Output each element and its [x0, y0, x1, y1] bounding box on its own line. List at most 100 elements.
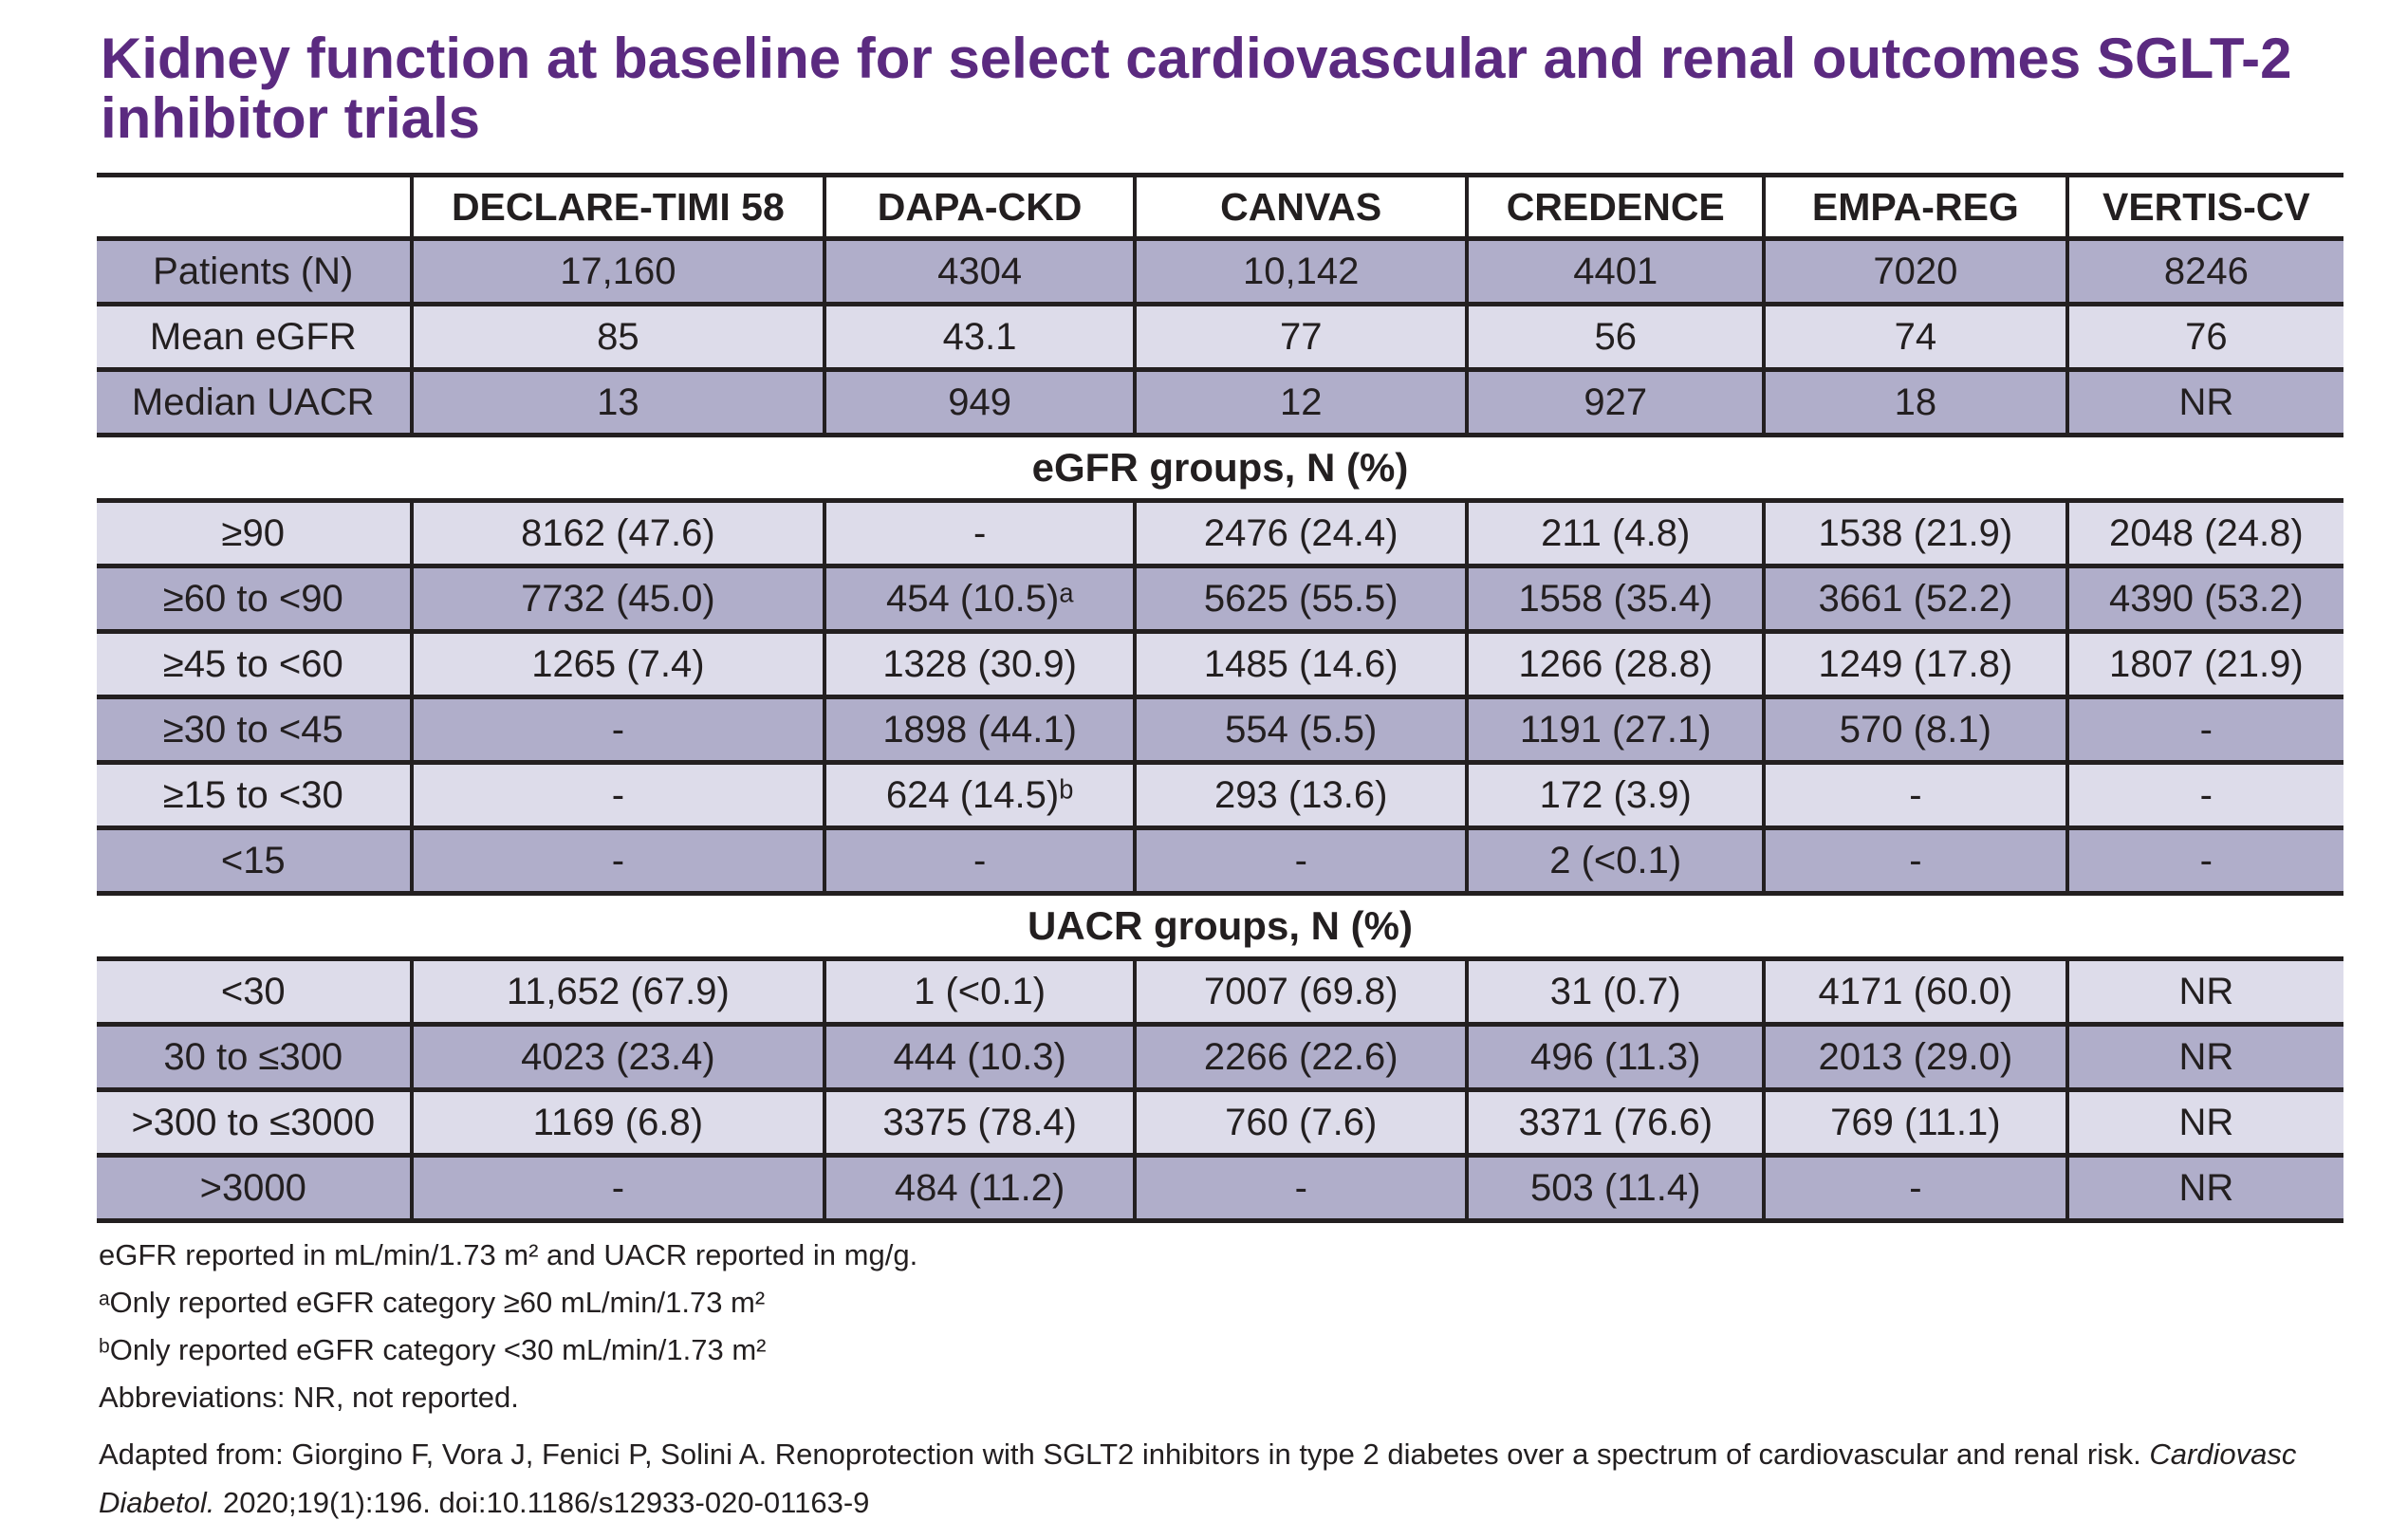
row-label-cell: <15	[97, 825, 412, 896]
row-label-cell: ≥15 to <30	[97, 760, 412, 830]
value-cell: 11,652 (67.9)	[409, 956, 825, 1027]
value-cell: 7020	[1762, 236, 2067, 306]
value-cell: 1558 (35.4)	[1465, 564, 1765, 634]
value-cell: 3375 (78.4)	[823, 1087, 1135, 1158]
column-header-canvas: CANVAS	[1132, 173, 1468, 241]
table-row-egfr-60-90: ≥60 to <90 7732 (45.0) 454 (10.5)ᵃ 5625 …	[97, 564, 2343, 634]
value-cell: 13	[409, 367, 825, 437]
value-cell: 3661 (52.2)	[1762, 564, 2067, 634]
value-cell: 503 (11.4)	[1465, 1153, 1765, 1223]
value-cell: 74	[1762, 302, 2067, 372]
row-label-cell: ≥30 to <45	[97, 695, 412, 765]
value-cell: -	[823, 498, 1135, 568]
row-label-cell: <30	[97, 956, 412, 1027]
value-cell: -	[1762, 760, 2067, 830]
value-cell: NR	[2065, 1022, 2343, 1092]
row-label-cell: >3000	[97, 1153, 412, 1223]
row-label-cell: 30 to ≤300	[97, 1022, 412, 1092]
row-label-cell: >300 to ≤3000	[97, 1087, 412, 1158]
row-label-cell: ≥90	[97, 498, 412, 568]
table-row-egfr-ge90: ≥90 8162 (47.6) - 2476 (24.4) 211 (4.8) …	[97, 498, 2343, 568]
row-label-cell: Median UACR	[97, 367, 412, 437]
value-cell: 1265 (7.4)	[409, 629, 825, 699]
uacr-groups-table: <30 11,652 (67.9) 1 (<0.1) 7007 (69.8) 3…	[97, 956, 2343, 1223]
value-cell: 4171 (60.0)	[1762, 956, 2067, 1027]
egfr-groups-table: ≥90 8162 (47.6) - 2476 (24.4) 211 (4.8) …	[97, 498, 2343, 896]
table-row-uacr-30-300: 30 to ≤300 4023 (23.4) 444 (10.3) 2266 (…	[97, 1022, 2343, 1092]
table-row-egfr-15-30: ≥15 to <30 - 624 (14.5)ᵇ 293 (13.6) 172 …	[97, 760, 2343, 830]
table-row-median-uacr: Median UACR 13 949 12 927 18 NR	[97, 367, 2343, 437]
value-cell: 1266 (28.8)	[1465, 629, 1765, 699]
value-cell: 8246	[2065, 236, 2343, 306]
value-cell: 7007 (69.8)	[1132, 956, 1468, 1027]
overview-table: DECLARE-TIMI 58 DAPA-CKD CANVAS CREDENCE…	[97, 173, 2343, 437]
value-cell: 2048 (24.8)	[2065, 498, 2343, 568]
value-cell: 624 (14.5)ᵇ	[823, 760, 1135, 830]
value-cell: 2013 (29.0)	[1762, 1022, 2067, 1092]
value-cell: 1538 (21.9)	[1762, 498, 2067, 568]
footnotes: eGFR reported in mL/min/1.73 m² and UACR…	[99, 1240, 2343, 1521]
content-area: Kidney function at baseline for select c…	[97, 28, 2343, 1521]
value-cell: -	[2065, 695, 2343, 765]
value-cell: 4390 (53.2)	[2065, 564, 2343, 634]
value-cell: 1807 (21.9)	[2065, 629, 2343, 699]
column-header-declare-timi-58: DECLARE-TIMI 58	[409, 173, 825, 241]
value-cell: -	[1762, 1153, 2067, 1223]
citation-text: Adapted from: Giorgino F, Vora J, Fenici…	[99, 1438, 2141, 1471]
value-cell: 172 (3.9)	[1465, 760, 1765, 830]
page-title-line-2: inhibitor trials	[101, 86, 481, 150]
footnote-b: ᵇOnly reported eGFR category <30 mL/min/…	[99, 1333, 767, 1366]
table-row-uacr-300-3000: >300 to ≤3000 1169 (6.8) 3375 (78.4) 760…	[97, 1087, 2343, 1158]
value-cell: 1191 (27.1)	[1465, 695, 1765, 765]
value-cell: 444 (10.3)	[823, 1022, 1135, 1092]
citation-journal: Cardiovasc Diabetol.	[99, 1438, 2297, 1520]
value-cell: 1485 (14.6)	[1132, 629, 1468, 699]
value-cell: 10,142	[1132, 236, 1468, 306]
value-cell: 4401	[1465, 236, 1765, 306]
value-cell: -	[409, 825, 825, 896]
value-cell: -	[2065, 760, 2343, 830]
value-cell: 927	[1465, 367, 1765, 437]
value-cell: 43.1	[823, 302, 1135, 372]
footnote-a: ᵃOnly reported eGFR category ≥60 mL/min/…	[99, 1286, 766, 1319]
value-cell: -	[2065, 825, 2343, 896]
table-row-uacr-gt3000: >3000 - 484 (11.2) - 503 (11.4) - NR	[97, 1153, 2343, 1223]
value-cell: 570 (8.1)	[1762, 695, 2067, 765]
value-cell: NR	[2065, 1087, 2343, 1158]
value-cell: 949	[823, 367, 1135, 437]
value-cell: 293 (13.6)	[1132, 760, 1468, 830]
value-cell: 76	[2065, 302, 2343, 372]
value-cell: NR	[2065, 367, 2343, 437]
value-cell: 4304	[823, 236, 1135, 306]
table-row-egfr-45-60: ≥45 to <60 1265 (7.4) 1328 (30.9) 1485 (…	[97, 629, 2343, 699]
value-cell: 8162 (47.6)	[409, 498, 825, 568]
table-row-patients: Patients (N) 17,160 4304 10,142 4401 702…	[97, 236, 2343, 306]
value-cell: 5625 (55.5)	[1132, 564, 1468, 634]
value-cell: 18	[1762, 367, 2067, 437]
value-cell: 56	[1465, 302, 1765, 372]
column-header-vertis-cv: VERTIS-CV	[2065, 173, 2343, 241]
row-label-cell: ≥60 to <90	[97, 564, 412, 634]
value-cell: 454 (10.5)ᵃ	[823, 564, 1135, 634]
value-cell: -	[1132, 1153, 1468, 1223]
footnote-units: eGFR reported in mL/min/1.73 m² and UACR…	[99, 1238, 918, 1271]
value-cell: 2476 (24.4)	[1132, 498, 1468, 568]
citation: Adapted from: Giorgino F, Vora J, Fenici…	[99, 1430, 2319, 1521]
value-cell: 85	[409, 302, 825, 372]
page-title-line-1: Kidney function at baseline for select c…	[101, 27, 2292, 90]
value-cell: -	[409, 695, 825, 765]
value-cell: 2266 (22.6)	[1132, 1022, 1468, 1092]
value-cell: 1328 (30.9)	[823, 629, 1135, 699]
table-row-egfr-30-45: ≥30 to <45 - 1898 (44.1) 554 (5.5) 1191 …	[97, 695, 2343, 765]
value-cell: 1169 (6.8)	[409, 1087, 825, 1158]
value-cell: 12	[1132, 367, 1468, 437]
page-title: Kidney function at baseline for select c…	[101, 28, 2343, 148]
value-cell: 31 (0.7)	[1465, 956, 1765, 1027]
column-header-empa-reg: EMPA-REG	[1762, 173, 2067, 241]
value-cell: -	[823, 825, 1135, 896]
value-cell: 4023 (23.4)	[409, 1022, 825, 1092]
value-cell: 77	[1132, 302, 1468, 372]
value-cell: NR	[2065, 956, 2343, 1027]
table-row-uacr-lt30: <30 11,652 (67.9) 1 (<0.1) 7007 (69.8) 3…	[97, 956, 2343, 1027]
